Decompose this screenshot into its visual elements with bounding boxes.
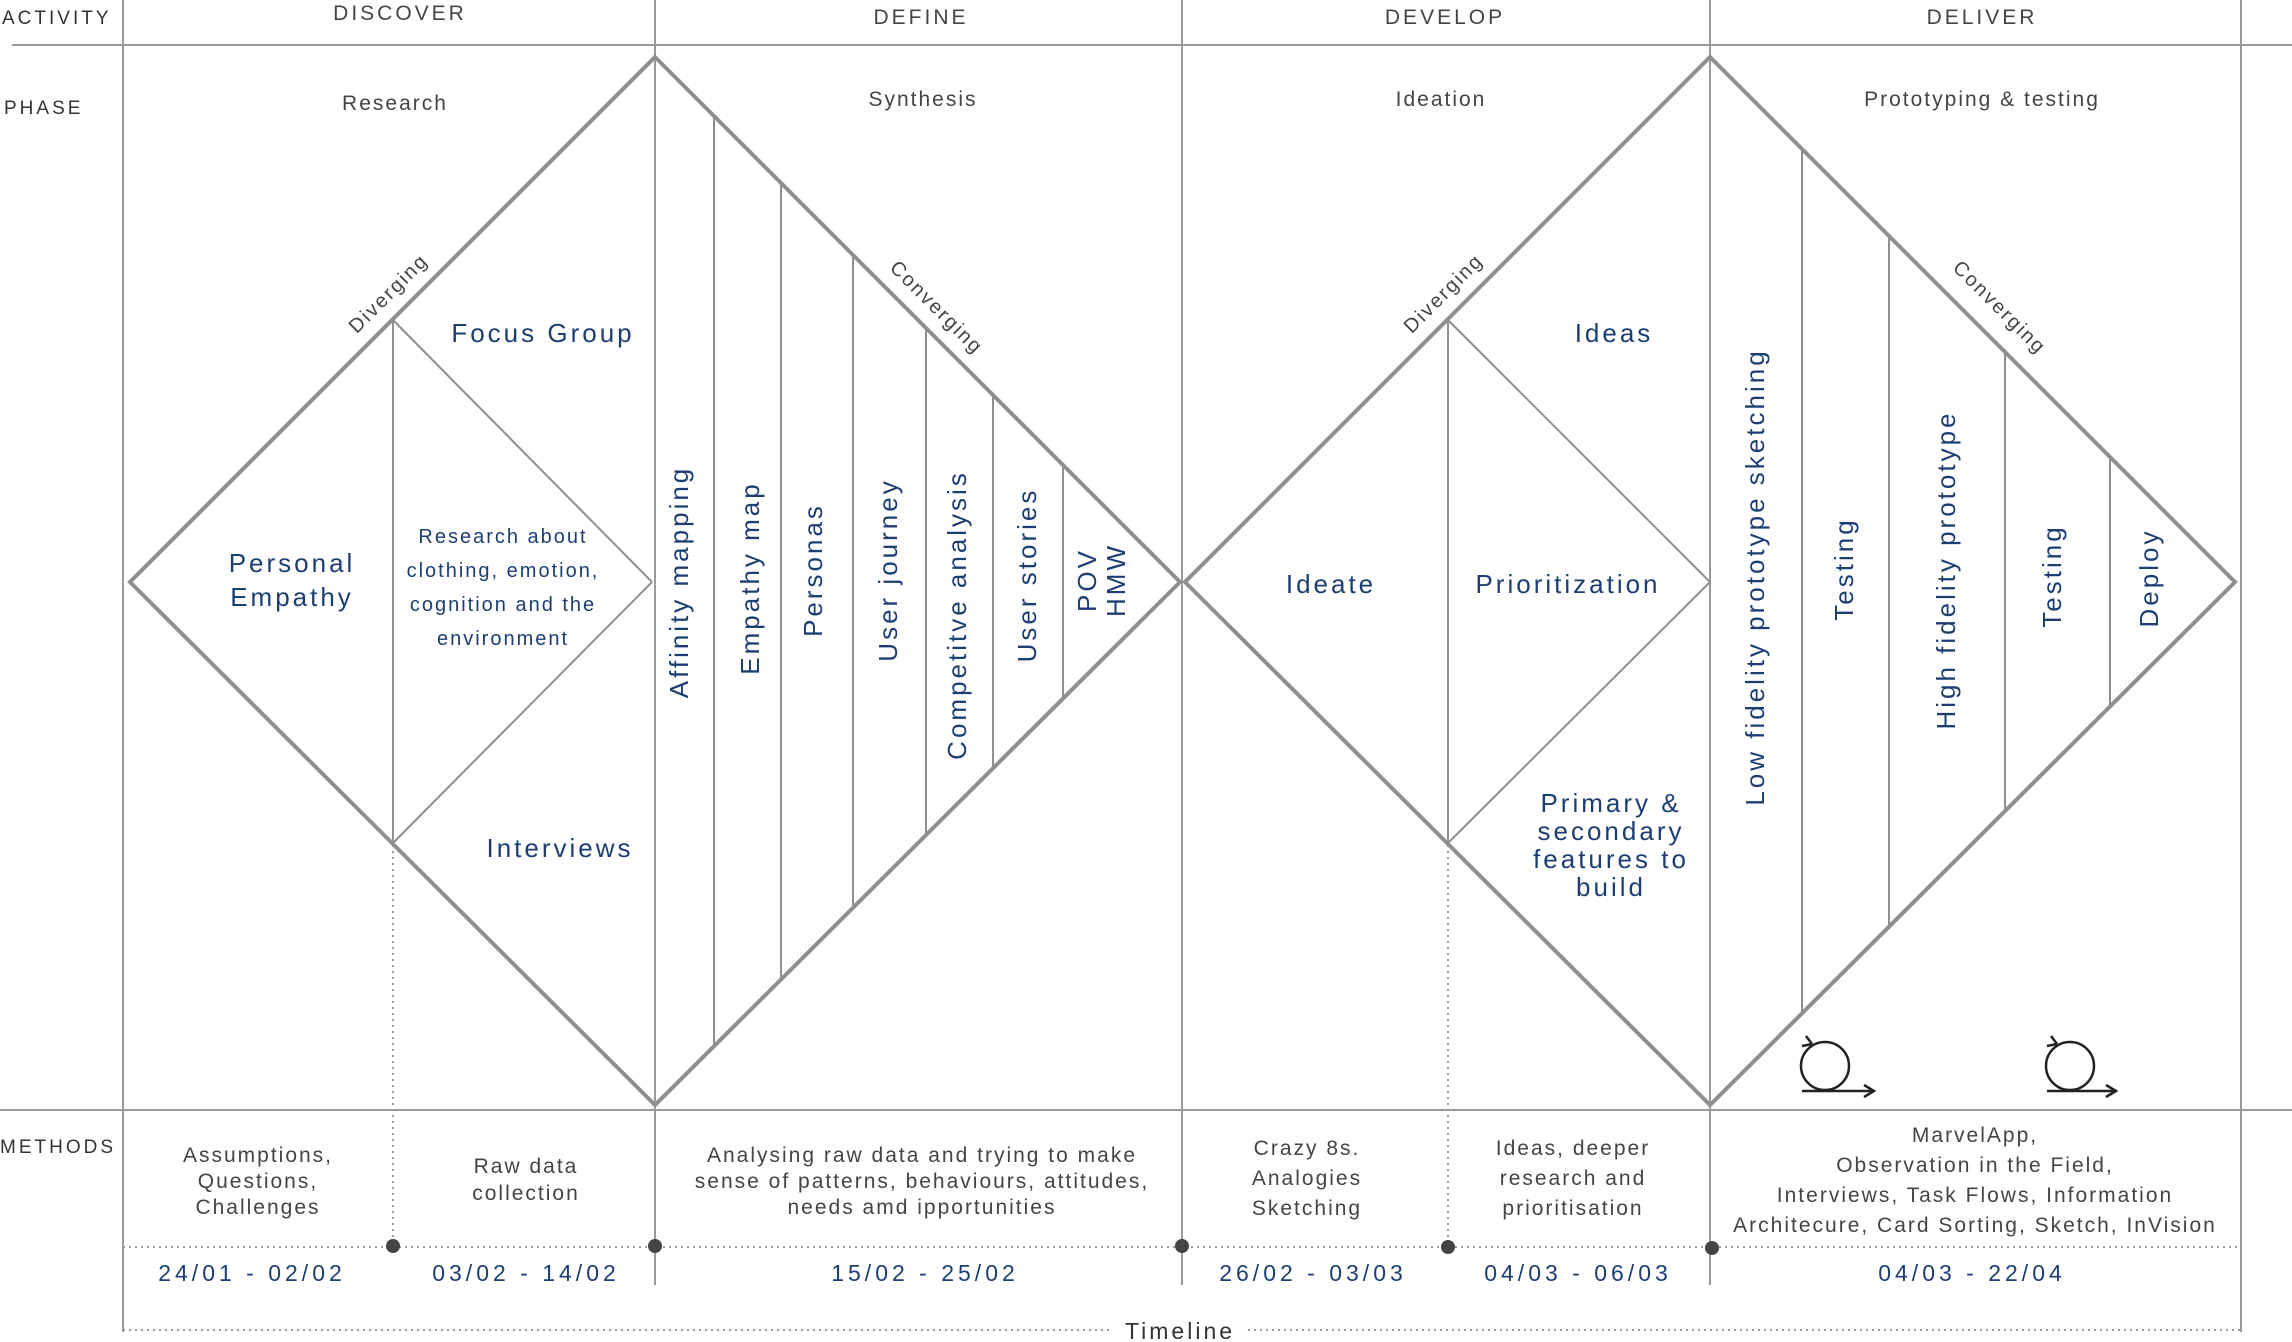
activity-label: ACTIVITY [2,8,112,29]
define-item-user-stories: User stories [1012,488,1042,663]
ideas-label: Ideas [1575,318,1654,348]
diamond-1 [127,54,1183,1108]
phase-synthesis: Synthesis [868,88,977,111]
method-4-line1: Crazy 8s. [1254,1137,1361,1160]
method-5-line3: prioritisation [1502,1197,1643,1220]
develop-inner-top [1447,319,1711,583]
method-1-line1: Assumptions, [183,1144,333,1167]
phase-label: PHASE [4,98,83,119]
define-item-pov: POV [1072,548,1102,612]
define-item-user-journey: User journey [873,478,903,661]
timeline-node [1705,1241,1719,1255]
method-3-line3: needs amd ipportunities [788,1196,1057,1219]
method-4-line3: Sketching [1252,1197,1362,1220]
date-range-5: 04/03 - 06/03 [1484,1260,1672,1286]
focus-group-label: Focus Group [451,318,634,348]
method-6-line4: Architecure, Card Sorting, Sketch, InVis… [1733,1214,2217,1237]
date-range-4: 26/02 - 03/03 [1219,1260,1407,1286]
converging-label-1: Converging [885,257,987,359]
diamond-2-outline [1182,54,2238,1108]
timeline-node [386,1239,400,1253]
method-1-line2: Questions, [198,1170,318,1193]
diamond-1-outline [127,54,1183,1108]
deliver-item-testing-2: Testing [2037,524,2067,627]
discover-inner-bottom [392,581,653,844]
method-2-line2: collection [472,1182,580,1205]
date-range-2: 03/02 - 14/02 [432,1260,620,1286]
timeline-node [648,1239,662,1253]
define-item-affinity-mapping: Affinity mapping [664,466,694,699]
timeline-node [1441,1240,1455,1254]
diamond-2 [1182,54,2238,1108]
deliver-item-low-fidelity: Low fidelity prototype sketching [1740,348,1770,805]
define-item-competitive-analysis: Competitve analysis [942,470,972,760]
stage-develop: DEVELOP [1385,6,1505,29]
phase-ideation: Ideation [1396,88,1487,111]
research-about-line3: cognition and the [410,594,596,616]
methods-label: METHODS [0,1137,116,1158]
timeline-label: Timeline [1125,1318,1235,1342]
loop-icon [2044,1035,2119,1099]
define-item-empathy-map: Empathy map [735,481,765,674]
date-range-3: 15/02 - 25/02 [831,1260,1019,1286]
method-5-line1: Ideas, deeper [1496,1137,1650,1160]
primary-secondary-line1: Primary & [1540,788,1681,818]
develop-inner-bottom [1447,581,1711,844]
timeline-nodes [386,1239,1719,1255]
define-item-hmw: HMW [1101,543,1131,617]
date-range-1: 24/01 - 02/02 [158,1260,346,1286]
method-6-line3: Interviews, Task Flows, Information [1777,1184,2173,1207]
research-about-line4: environment [437,628,569,650]
deliver-item-testing-1: Testing [1829,517,1859,620]
deliver-item-high-fidelity: High fidelity prototype [1931,410,1961,729]
stage-deliver: DELIVER [1927,6,2038,29]
personal-empathy-line2: Empathy [230,582,354,612]
method-3-line2: sense of patterns, behaviours, attitudes… [695,1170,1149,1193]
discover-inner-top [392,319,653,583]
phase-research: Research [342,92,448,115]
ideate-label: Ideate [1286,569,1376,599]
prioritization-label: Prioritization [1475,569,1660,599]
deliver-item-deploy: Deploy [2134,529,2164,628]
date-range-6: 04/03 - 22/04 [1878,1260,2066,1286]
method-6-line1: MarvelApp, [1912,1124,2038,1147]
method-5-line2: research and [1500,1167,1647,1190]
method-4-line2: Analogies [1252,1167,1362,1190]
define-item-personas: Personas [798,503,828,637]
method-2-line1: Raw data [474,1155,579,1178]
research-about-line2: clothing, emotion, [407,560,600,582]
phase-prototyping: Prototyping & testing [1864,88,2100,111]
interviews-label: Interviews [486,833,633,863]
primary-secondary-line2: secondary [1538,816,1685,846]
stage-define: DEFINE [873,6,968,29]
stage-discover: DISCOVER [333,2,467,25]
timeline-node [1175,1239,1189,1253]
method-6-line2: Observation in the Field, [1836,1154,2114,1177]
primary-secondary-line3: features to [1533,844,1689,874]
method-1-line3: Challenges [195,1196,320,1219]
personal-empathy-line1: Personal [229,548,356,578]
research-about-line1: Research about [418,526,587,548]
method-3-line1: Analysing raw data and trying to make [707,1144,1137,1167]
loop-icon [1799,1035,1877,1099]
primary-secondary-line4: build [1576,872,1646,902]
